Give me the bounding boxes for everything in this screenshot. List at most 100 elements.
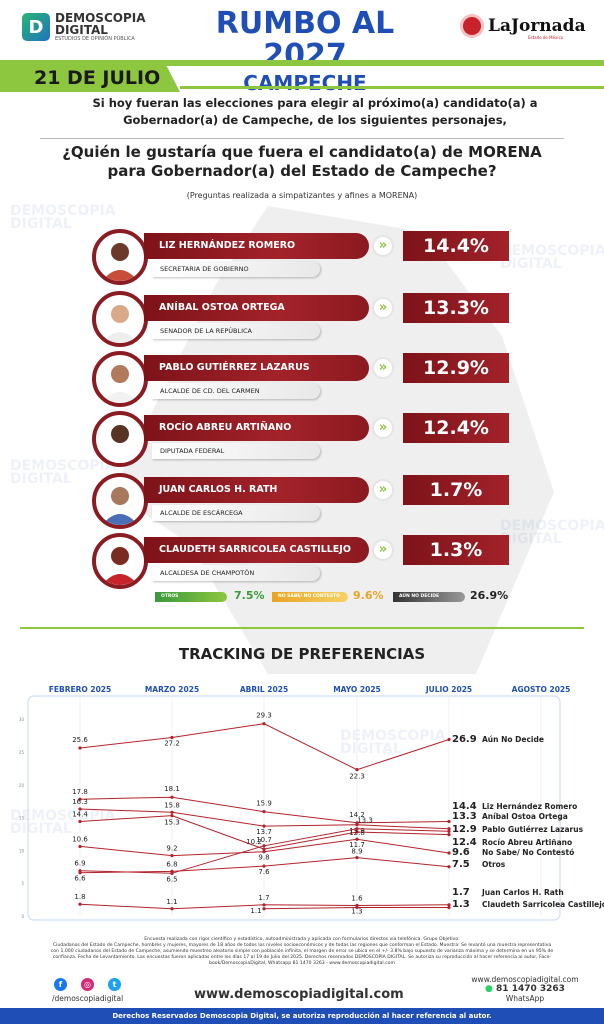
double-chevron-icon: » <box>372 539 394 561</box>
website-link[interactable]: www.demoscopiadigital.com <box>194 987 404 1002</box>
facebook-icon[interactable]: f <box>54 978 67 991</box>
demoscopia-logo: D DEMOSCOPIA DIGITAL ESTUDIOS DE OPINIÓN… <box>22 12 150 42</box>
data-label: 18.1 <box>164 785 180 793</box>
data-label: 17.8 <box>72 788 88 796</box>
candidate-row: CLAUDETH SARRICOLEA CASTILLEJO ALCALDESA… <box>92 533 522 589</box>
data-label: 8.9 <box>351 848 362 856</box>
data-point <box>170 735 174 740</box>
data-label: 1.3 <box>351 907 362 915</box>
footnote-line: confianza. Fecha de Levantamiento. Las e… <box>52 955 552 960</box>
series-end-value: 12.9 <box>452 824 477 835</box>
la-jornada-icon <box>460 14 484 38</box>
data-label: 7.6 <box>258 868 270 876</box>
series-line <box>79 723 450 771</box>
candidate-role: ALCALDESA DE CHAMPOTÓN <box>152 565 320 581</box>
series-name: No Sabe/ No Contestó <box>482 848 574 857</box>
data-label: 9.8 <box>258 854 269 862</box>
data-point <box>170 854 174 858</box>
candidate-row: ANÍBAL OSTOA ORTEGA SENADOR DE LA REPÚBL… <box>92 291 522 347</box>
watermark: DEMOSCOPIA DIGITAL <box>500 518 604 547</box>
header-divider <box>0 60 604 66</box>
series-name: Otros <box>482 860 506 869</box>
headline-subtitle: CAMPECHE <box>243 71 367 95</box>
series-end-value: 1.3 <box>452 899 470 910</box>
logo-tagline: ESTUDIOS DE OPINIÓN PÚBLICA <box>55 36 135 42</box>
series-name: Juan Carlos H. Rath <box>481 888 564 897</box>
contact-site[interactable]: www.demoscopiadigital.com <box>471 975 579 984</box>
question-line-2: para Gobernador(a) del Estado de Campech… <box>107 162 497 180</box>
watermark: DEMOSCOPIA DIGITAL <box>10 203 116 232</box>
data-point <box>355 827 359 831</box>
data-label: 12.8 <box>349 829 365 837</box>
series-name: Rocío Abreu Artiñano <box>482 838 572 847</box>
data-label: 22.3 <box>349 773 365 781</box>
y-tick-label: 10 <box>19 848 25 853</box>
whatsapp-phone: ● 81 1470 3263 <box>460 984 590 994</box>
y-tick-label: 0 <box>21 914 24 919</box>
footnote-line: Ciudadanos del Estado de Campeche, hombr… <box>52 943 552 948</box>
intro-line-1: Si hoy fueran las elecciones para elegir… <box>92 96 538 110</box>
data-point <box>262 907 266 911</box>
candidate-role: ALCALDE DE CD. DEL CARMEN <box>152 383 320 399</box>
y-tick-label: 25 <box>19 750 25 755</box>
data-point <box>447 865 451 869</box>
candidate-name: ROCÍO ABREU ARTIÑANO <box>144 415 369 441</box>
data-label: 11.7 <box>349 841 365 849</box>
chart-frame <box>27 695 561 921</box>
data-label: 29.3 <box>256 712 272 720</box>
data-point <box>78 807 82 811</box>
candidate-row: ROCÍO ABREU ARTIÑANO DIPUTADA FEDERAL » … <box>92 411 522 467</box>
data-label: 10.2 <box>246 838 262 846</box>
series-end-value: 7.5 <box>452 859 470 870</box>
data-point <box>262 810 266 814</box>
data-label: 10.6 <box>72 835 88 843</box>
candidate-name: PABLO GUTIÉRREZ LAZARUS <box>144 355 369 381</box>
section-divider <box>20 627 584 629</box>
social-icons: f ◎ t <box>54 978 135 991</box>
data-label: 1.6 <box>351 895 363 903</box>
methodology-footnote: Encuesta realizada con rigor científico … <box>18 937 586 967</box>
data-point <box>447 829 451 833</box>
data-point <box>355 837 359 841</box>
partner-name: LaJornada <box>488 16 586 36</box>
x-category-label: AGOSTO 2025 <box>512 685 571 694</box>
candidate-percentage: 1.3% <box>403 535 509 565</box>
data-label: 27.2 <box>164 740 180 748</box>
no-sabe-value: 9.6% <box>353 589 384 602</box>
tracking-title: TRACKING DE PREFERENCIAS <box>178 645 426 663</box>
instagram-icon[interactable]: ◎ <box>81 978 94 991</box>
data-label: 6.8 <box>166 860 177 868</box>
data-label: 16.3 <box>72 798 88 806</box>
x-category-label: JULIO 2025 <box>425 685 472 694</box>
data-label: 15.3 <box>164 819 180 827</box>
candidate-role: ALCALDE DE ESCÁRCEGA <box>152 505 320 521</box>
social-handle: /demoscopiadigital <box>52 994 124 1003</box>
intro-line-2: Gobernador(a) de Campeche, de los siguie… <box>123 113 507 127</box>
footnote-line: con 1,000 ciudadanos del Estado de Campe… <box>50 949 554 954</box>
y-tick-label: 20 <box>19 783 25 788</box>
rights-bar: Derechos Reservados Demoscopia Digital, … <box>0 1008 604 1024</box>
aun-no-decide-bar: AÚN NO DECIDE <box>393 592 465 602</box>
logo-name: DEMOSCOPIA DIGITAL <box>55 11 146 37</box>
question-note: (Preguntas realizada a simpatizantes y a… <box>186 191 418 200</box>
whatsapp-icon: ● <box>485 984 493 994</box>
phone-number: 81 1470 3263 <box>496 984 565 994</box>
whatsapp-label: WhatsApp <box>505 994 545 1003</box>
data-label: 14.2 <box>349 811 365 819</box>
data-point <box>262 844 266 848</box>
twitter-icon[interactable]: t <box>108 978 121 991</box>
data-label: 13.3 <box>357 817 373 825</box>
data-point <box>78 844 82 849</box>
data-point <box>447 905 451 910</box>
double-chevron-icon: » <box>372 417 394 439</box>
data-label: 15.8 <box>164 801 180 809</box>
contact-info: www.demoscopiadigital.com ● 81 1470 3263… <box>460 975 590 1003</box>
series-end-value: 14.4 <box>452 801 477 812</box>
data-label: 10.7 <box>256 836 272 844</box>
data-label: 6.9 <box>74 860 85 868</box>
headline-title: RUMBO AL 2027 <box>215 6 395 73</box>
series-end-value: 1.7 <box>452 887 470 898</box>
data-point <box>170 813 174 818</box>
double-chevron-icon: » <box>372 297 394 319</box>
header-underline <box>180 86 604 89</box>
